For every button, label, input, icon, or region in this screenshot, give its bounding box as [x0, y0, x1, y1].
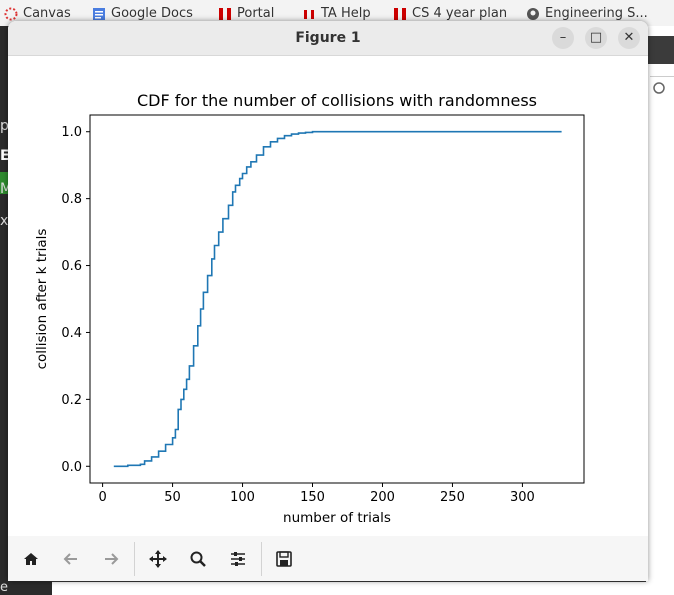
axes-border: [89, 114, 585, 484]
y-tick-label: 0.4: [61, 326, 82, 341]
toolbar-separator: [134, 542, 135, 576]
back-icon[interactable]: [58, 546, 84, 572]
pan-icon[interactable]: [145, 546, 171, 572]
x-axis: 0 50 100 150 200 250 300: [98, 483, 535, 505]
plan-icon: [393, 7, 407, 21]
toolbar-separator: [261, 542, 262, 576]
bookmark-google-docs[interactable]: Google Docs: [92, 6, 193, 21]
matplotlib-toolbar: [8, 536, 648, 581]
portal-icon: [218, 7, 232, 21]
y-tick-label: 0.0: [61, 460, 82, 475]
x-axis-label: number of trials: [283, 510, 391, 526]
background-browser-edge: [646, 26, 674, 595]
bookmark-label: Engineering S...: [545, 6, 648, 21]
x-tick-label: 100: [230, 490, 255, 505]
bookmark-cs-plan[interactable]: CS 4 year plan: [393, 6, 507, 21]
bookmarks-bar: Canvas Google Docs Portal TA Help CS 4 y…: [0, 0, 674, 26]
x-tick-label: 150: [300, 490, 325, 505]
y-tick-label: 0.8: [61, 192, 82, 207]
bookmark-label: CS 4 year plan: [412, 6, 508, 21]
bookmark-ta-help[interactable]: TA Help: [302, 6, 371, 21]
y-tick-label: 1.0: [61, 125, 82, 140]
y-axis: 0.0 0.2 0.4 0.6 0.8 1.0: [61, 125, 90, 475]
x-tick-label: 300: [510, 490, 535, 505]
bookmark-label: Portal: [237, 6, 275, 21]
forward-icon[interactable]: [98, 546, 124, 572]
chart-canvas: CDF for the number of collisions with ra…: [34, 91, 585, 526]
background-page-strip: [52, 582, 646, 595]
profile-icon[interactable]: [646, 36, 674, 64]
status-marker: [0, 172, 8, 194]
bookmark-label: Canvas: [23, 6, 71, 21]
canvas-icon: [4, 7, 18, 21]
minimize-button[interactable]: –: [552, 27, 574, 49]
x-tick-label: 250: [440, 490, 465, 505]
x-tick-label: 0: [98, 490, 106, 505]
tahelp-icon: [302, 7, 316, 21]
side-fragment: p: [0, 118, 9, 134]
cdf-series-line: [113, 130, 562, 468]
configure-icon[interactable]: [225, 546, 251, 572]
bookmark-engineering[interactable]: Engineering S...: [526, 6, 648, 21]
y-tick-label: 0.6: [61, 259, 82, 274]
close-button[interactable]: ✕: [618, 27, 640, 49]
figure-window: Figure 1 – □ ✕ CDF for the number of col…: [8, 21, 648, 581]
x-tick-label: 200: [370, 490, 395, 505]
side-fragment: x: [0, 213, 9, 229]
chart-title: CDF for the number of collisions with ra…: [137, 91, 537, 110]
save-icon[interactable]: [271, 546, 297, 572]
side-fragment: e: [0, 580, 8, 595]
github-icon: [526, 7, 540, 21]
bookmark-portal[interactable]: Portal: [218, 6, 274, 21]
zoom-icon[interactable]: [185, 546, 211, 572]
bookmark-label: TA Help: [321, 6, 371, 21]
search-icon[interactable]: [650, 76, 674, 101]
bookmark-canvas[interactable]: Canvas: [4, 6, 71, 21]
axes-frame: [89, 114, 585, 484]
y-axis-label: collision after k trials: [34, 229, 50, 370]
maximize-button[interactable]: □: [585, 27, 607, 49]
docs-icon: [92, 7, 106, 21]
window-title: Figure 1: [295, 30, 361, 46]
home-icon[interactable]: [18, 546, 44, 572]
x-tick-label: 50: [164, 490, 181, 505]
bookmark-label: Google Docs: [111, 6, 193, 21]
y-tick-label: 0.2: [61, 393, 82, 408]
window-titlebar[interactable]: Figure 1 – □ ✕: [8, 21, 648, 56]
